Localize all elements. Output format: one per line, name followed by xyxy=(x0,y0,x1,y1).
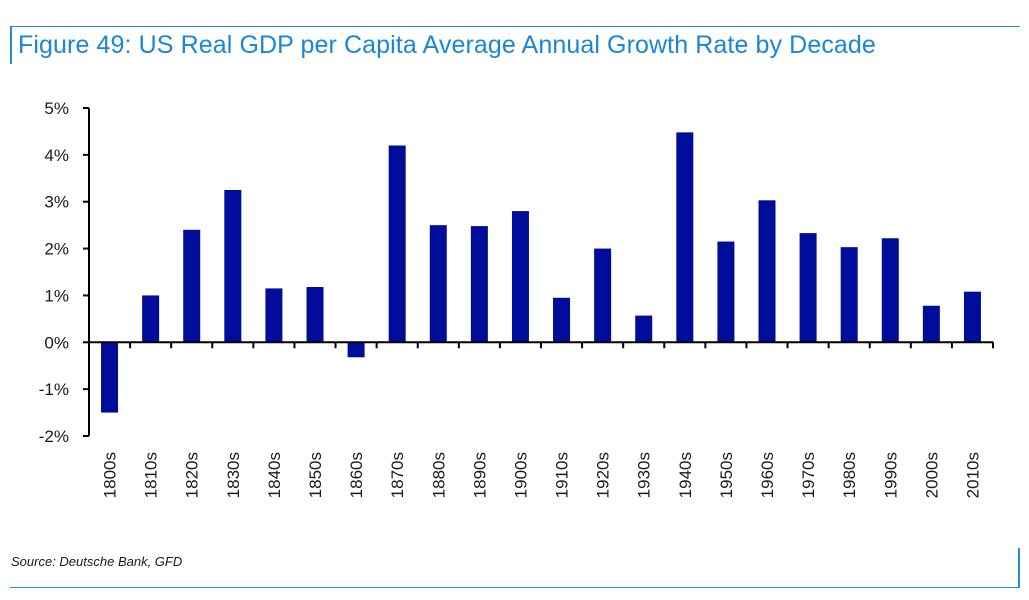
x-tick-label: 2000s xyxy=(922,452,941,498)
bar-1900s xyxy=(511,211,529,343)
x-tick-label: 1870s xyxy=(388,452,407,498)
x-tick-label: 1930s xyxy=(635,452,654,498)
y-tick-label: -2% xyxy=(39,427,69,446)
bar-1810s xyxy=(142,295,160,343)
bar-1890s xyxy=(470,226,488,343)
x-tick-label: 1980s xyxy=(840,452,859,498)
x-tick-label: 1860s xyxy=(347,452,366,498)
x-tick-label: 1880s xyxy=(429,452,448,498)
bar-1820s xyxy=(183,229,201,343)
x-tick-label: 2010s xyxy=(963,452,982,498)
bar-1920s xyxy=(594,248,612,343)
x-tick-label: 1820s xyxy=(183,452,202,498)
x-tick-label: 1830s xyxy=(224,452,243,498)
y-tick-label: 3% xyxy=(44,193,69,212)
y-axis: -2% -1% 0% 1% 2% 3% 4% 5% xyxy=(39,99,90,446)
x-tick-label: 1800s xyxy=(101,452,120,498)
y-tick-label: 2% xyxy=(44,240,69,259)
y-tick-label: 5% xyxy=(44,99,69,118)
x-tick-label: 1940s xyxy=(676,452,695,498)
x-tick-label: 1910s xyxy=(553,452,572,498)
x-axis: 1800s 1810s 1820s 1830s 1840s 1850s 1860s 1870s… xyxy=(88,341,994,498)
x-tick-label: 1810s xyxy=(142,452,161,498)
x-tick-label: 1960s xyxy=(758,452,777,498)
bar-1970s xyxy=(799,233,817,343)
y-tick-label: 1% xyxy=(44,286,69,305)
x-tick-label: 1990s xyxy=(881,452,900,498)
bar-1950s xyxy=(717,241,735,343)
bar-2010s xyxy=(963,291,981,343)
x-tick-label: 1950s xyxy=(717,452,736,498)
x-tick-label: 1900s xyxy=(511,452,530,498)
source-frame: Source: Deutsche Bank, GFD xyxy=(10,548,1020,588)
bar-1880s xyxy=(429,225,447,343)
bar-1990s xyxy=(881,238,899,343)
x-tick-label: 1840s xyxy=(265,452,284,498)
bar-1930s xyxy=(635,315,653,343)
source-note: Source: Deutsche Bank, GFD xyxy=(11,554,183,569)
bar-1860s xyxy=(347,342,365,358)
x-tick-label: 1890s xyxy=(470,452,489,498)
y-tick-label: 4% xyxy=(44,146,69,165)
chart-title: Figure 49: US Real GDP per Capita Averag… xyxy=(18,31,876,59)
bars xyxy=(101,132,981,413)
bar-1980s xyxy=(840,247,858,343)
bar-1870s xyxy=(388,145,406,343)
bar-1960s xyxy=(758,200,776,343)
y-tick-label: 0% xyxy=(44,333,69,352)
bar-1910s xyxy=(553,297,571,343)
bar-1850s xyxy=(306,286,324,343)
x-tick-label: 1970s xyxy=(799,452,818,498)
x-tick-label: 1920s xyxy=(594,452,613,498)
x-tick-label: 1850s xyxy=(306,452,325,498)
title-frame: Figure 49: US Real GDP per Capita Averag… xyxy=(10,26,1020,64)
bar-1840s xyxy=(265,288,283,343)
bar-1940s xyxy=(676,132,694,343)
bar-1800s xyxy=(101,342,119,413)
bar-1830s xyxy=(224,190,242,343)
y-tick-label: -1% xyxy=(39,380,69,399)
bar-2000s xyxy=(922,305,940,343)
